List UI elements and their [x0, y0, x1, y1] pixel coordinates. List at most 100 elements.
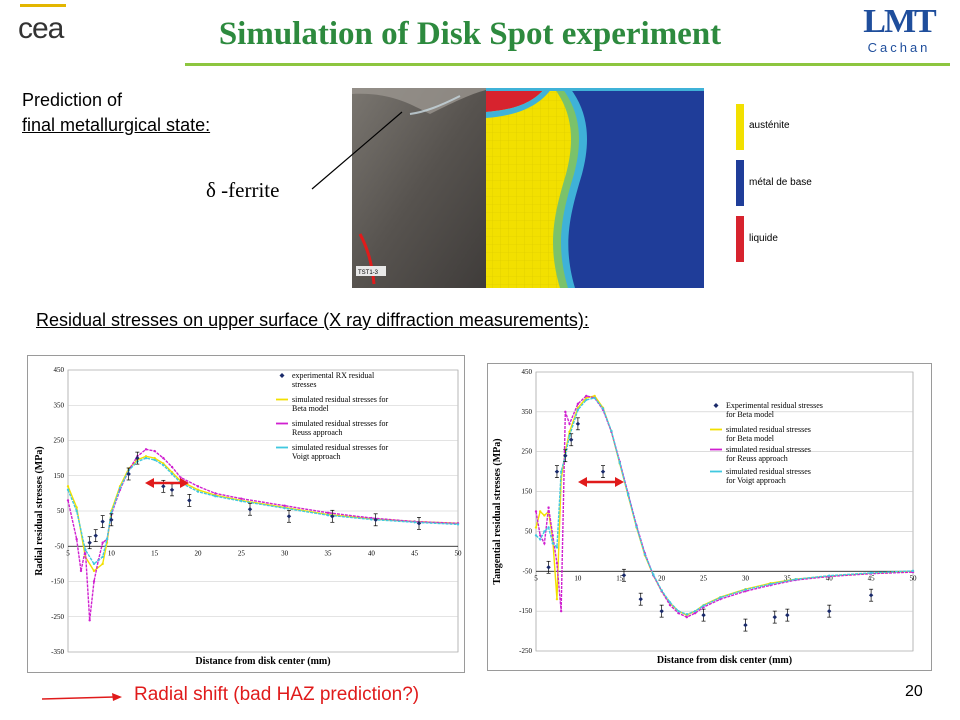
series-point: [576, 402, 580, 406]
micrograph-tag: TST1-3: [358, 270, 379, 276]
legend-entry: stresses: [292, 380, 316, 389]
x-tick-label: 20: [658, 574, 666, 582]
series-point: [551, 542, 554, 545]
series-point: [534, 510, 538, 513]
series-point: [543, 514, 546, 517]
series-point: [413, 521, 416, 524]
x-tick-label: 5: [66, 549, 70, 557]
y-tick-label: 250: [54, 437, 65, 445]
series-line: [535, 397, 914, 616]
legend-swatch-liquid: [736, 216, 744, 262]
x-tick-label: 35: [784, 574, 792, 582]
series-point: [75, 506, 78, 509]
series-point: [547, 526, 550, 529]
series-point: [75, 538, 78, 541]
series-point: [110, 511, 113, 514]
series-point: [534, 534, 538, 537]
page-title: Simulation of Disk Spot experiment: [218, 16, 722, 52]
y-tick-label: 350: [54, 401, 65, 409]
x-tick-label: 15: [616, 574, 624, 582]
series-point: [677, 609, 680, 613]
experimental-point: [621, 573, 627, 578]
experimental-point: [187, 498, 192, 503]
series-point: [626, 493, 630, 496]
x-tick-label: 45: [411, 549, 419, 557]
series-point: [559, 609, 563, 613]
tangential-chart-frame: 450 350 250 150 50 -50 -150 -250 5 10 15 20 25 30 35 40…: [487, 363, 932, 671]
legend-label-liquid: liquide: [749, 233, 778, 244]
y-tick-label: 450: [522, 368, 533, 376]
series-point: [551, 534, 554, 537]
series-point: [79, 569, 83, 573]
series-point: [643, 553, 647, 556]
legend-label-austenite: austénite: [749, 120, 790, 131]
legend-swatch-austenite: [736, 104, 744, 150]
series-point: [794, 578, 797, 581]
series-point: [66, 499, 70, 502]
legend-arrow: [42, 693, 122, 701]
series-point: [593, 396, 596, 400]
y-tick-label: -150: [51, 578, 64, 586]
x-tick-label: 30: [281, 549, 289, 557]
x-tick-label: 25: [700, 574, 708, 582]
experimental-point: [135, 455, 140, 461]
series-line: [67, 457, 459, 565]
experimental-point: [554, 469, 560, 474]
legend-entry: simulated residual stresses: [726, 445, 811, 454]
y-tick-label: 450: [54, 366, 65, 374]
title-rule: [185, 63, 950, 66]
legend-entry: simulated residual stresses for: [292, 395, 389, 404]
series-point: [326, 514, 330, 517]
series-point: [543, 530, 546, 533]
series-point: [153, 449, 156, 453]
series-point: [170, 472, 174, 476]
experimental-point: [743, 622, 748, 628]
series-point: [677, 611, 680, 615]
series-point: [162, 463, 165, 467]
y-tick-label: -250: [51, 613, 64, 621]
series-point: [543, 542, 546, 545]
sim-austenite-mesh: [486, 88, 571, 288]
y-tick-label: 350: [522, 408, 533, 416]
series-point: [869, 571, 873, 575]
series-point: [828, 574, 831, 577]
series-point: [534, 526, 538, 529]
legend-entry: Beta model: [292, 404, 329, 413]
y-tick-label: -350: [51, 648, 64, 656]
plot-area: [535, 371, 914, 652]
series-point: [66, 485, 70, 488]
experimental-point: [373, 517, 378, 523]
x-tick-label: 10: [574, 574, 582, 582]
series-point: [555, 562, 559, 565]
series-point: [668, 601, 672, 604]
legend-entry: simulated residual stresses for: [292, 443, 389, 452]
x-tick-label: 45: [868, 574, 876, 582]
series-line: [67, 448, 459, 621]
legend-entry: Experimental residual stresses: [726, 401, 823, 410]
legend-entry: simulated residual stresses: [726, 425, 811, 434]
series-point: [214, 492, 217, 495]
x-tick-label: 50: [455, 549, 463, 557]
series-point: [744, 588, 747, 591]
series-point: [547, 506, 550, 509]
series-point: [283, 504, 286, 507]
x-tick-label: 20: [195, 549, 203, 557]
y-tick-label: -50: [55, 542, 65, 550]
series-point: [538, 510, 542, 513]
experimental-point: [169, 487, 175, 493]
x-tick-label: 35: [325, 549, 333, 557]
lmt-logo-subtext: Cachan: [867, 40, 931, 55]
ferrite-streak: [409, 95, 461, 115]
legend-marker: [279, 373, 285, 378]
experimental-point: [126, 471, 131, 477]
series-point: [240, 497, 243, 500]
sim-upper-band: [486, 88, 704, 91]
prediction-line-1: Prediction of: [22, 90, 123, 110]
series-point: [240, 499, 243, 503]
series-point: [162, 456, 165, 460]
series-point: [456, 523, 460, 526]
legend-entry: for Reuss approach: [726, 454, 788, 463]
micrograph: [352, 88, 486, 288]
cea-logo-text: cea: [18, 12, 64, 45]
sim-liquid: [486, 88, 545, 112]
